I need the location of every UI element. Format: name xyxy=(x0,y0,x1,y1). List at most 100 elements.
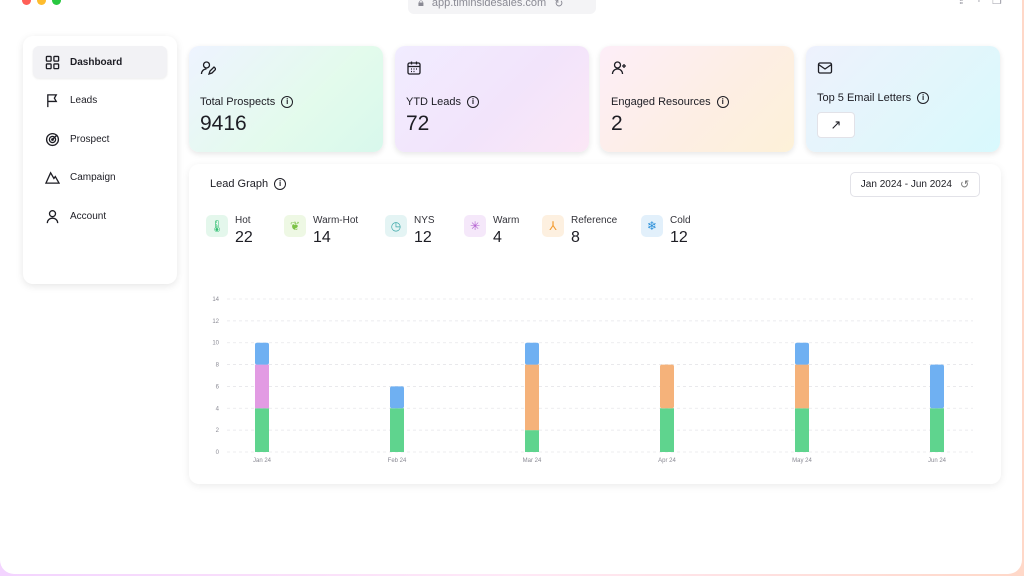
bar-segment[interactable] xyxy=(660,408,674,452)
top-email-letters-card[interactable]: Top 5 Email Letters i ↗ xyxy=(806,46,1000,152)
card-label-row: Top 5 Email Letters i xyxy=(817,92,989,104)
bar-segment[interactable] xyxy=(525,364,539,431)
y-tick-label: 2 xyxy=(216,428,220,434)
stat-warm-hot: ❦ Warm-Hot 14 xyxy=(284,215,358,247)
stat-value: 14 xyxy=(313,229,331,246)
info-icon[interactable]: i xyxy=(917,92,930,104)
card-label: Total Prospects xyxy=(200,96,276,108)
sidebar-item-campaign[interactable]: Campaign xyxy=(33,162,167,194)
card-label: YTD Leads xyxy=(406,96,462,108)
stat-value: 4 xyxy=(493,229,502,246)
calendar-icon xyxy=(407,61,421,75)
card-label-row: Total Prospects i xyxy=(200,96,372,108)
sidebar-item-leads[interactable]: Leads xyxy=(33,85,167,117)
window-controls xyxy=(22,0,61,5)
x-tick-label: Mar 24 xyxy=(523,458,542,464)
maximize-window-button[interactable] xyxy=(52,0,61,5)
browser-actions: ⇪ + ❐ xyxy=(956,0,1002,7)
stat-value: 12 xyxy=(414,229,432,246)
sidebar-item-label: Campaign xyxy=(70,172,116,183)
sidebar-item-dashboard[interactable]: Dashboard xyxy=(33,46,167,78)
y-tick-label: 8 xyxy=(216,363,220,369)
stat-value: 8 xyxy=(571,229,580,246)
card-label: Engaged Resources xyxy=(611,96,711,108)
y-tick-label: 14 xyxy=(212,297,219,303)
new-tab-icon[interactable]: + xyxy=(975,0,983,6)
bar-segment[interactable] xyxy=(795,408,809,452)
bar-segment[interactable] xyxy=(255,342,269,365)
bar-segment[interactable] xyxy=(930,364,944,409)
card-label-row: YTD Leads i xyxy=(406,96,578,108)
card-label: Top 5 Email Letters xyxy=(817,92,912,104)
card-value: 2 xyxy=(611,112,623,135)
y-tick-label: 0 xyxy=(216,450,220,456)
lead-graph-title: Lead Graph xyxy=(210,178,269,190)
lead-graph-title-row: Lead Graph i xyxy=(210,178,287,190)
bar-segment[interactable] xyxy=(390,386,404,409)
ytd-leads-card[interactable]: YTD Leads i 72 xyxy=(395,46,589,152)
info-icon[interactable]: i xyxy=(716,96,729,108)
date-range-picker[interactable]: Jan 2024 - Jun 2024 ↺ xyxy=(850,172,980,197)
reset-icon[interactable]: ↺ xyxy=(959,179,970,191)
user-edit-icon xyxy=(200,61,217,76)
sidebar-item-account[interactable]: Account xyxy=(33,200,167,232)
info-icon[interactable]: i xyxy=(467,96,480,108)
info-icon[interactable]: i xyxy=(274,178,287,190)
bar-segment[interactable] xyxy=(255,364,269,409)
stat-value: 22 xyxy=(235,229,253,246)
clock-icon: ◷ xyxy=(385,215,407,237)
info-icon[interactable]: i xyxy=(281,96,294,108)
leaf-icon: ❦ xyxy=(284,215,306,237)
close-window-button[interactable] xyxy=(22,0,31,5)
thermometer-cold-icon: ❄ xyxy=(641,215,663,237)
stat-hot: 🌡︎ Hot 22 xyxy=(206,215,253,247)
arrow-up-right-icon: ↗ xyxy=(830,117,842,132)
target-icon xyxy=(45,132,60,146)
reload-icon[interactable]: ↻ xyxy=(554,0,564,10)
user-icon xyxy=(46,209,59,223)
bar-segment[interactable] xyxy=(525,342,539,365)
minimize-window-button[interactable] xyxy=(37,0,46,5)
stat-reference: ⅄ Reference 8 xyxy=(542,215,617,247)
stat-name: Warm-Hot xyxy=(313,215,359,226)
y-tick-label: 6 xyxy=(216,384,220,390)
open-email-letters-button[interactable]: ↗ xyxy=(817,112,855,138)
stat-value: 12 xyxy=(670,229,688,246)
engaged-resources-card[interactable]: Engaged Resources i 2 xyxy=(600,46,794,152)
mountain-icon xyxy=(45,171,60,184)
sidebar-item-label: Dashboard xyxy=(70,56,123,68)
share-icon[interactable]: ⇪ xyxy=(956,0,966,7)
stat-name: Warm xyxy=(493,215,520,226)
address-bar[interactable]: 🔒︎ app.timinsidesales.com ↻ xyxy=(408,0,596,14)
bar-segment[interactable] xyxy=(930,408,944,452)
sidebar-item-label: Account xyxy=(70,210,107,222)
url-text: app.timinsidesales.com xyxy=(431,0,547,9)
flag-icon xyxy=(47,94,58,108)
sidebar-item-label: Prospect xyxy=(70,133,110,145)
bar-segment[interactable] xyxy=(660,364,674,409)
date-range-text: Jan 2024 - Jun 2024 xyxy=(860,179,952,190)
mail-icon xyxy=(817,62,833,74)
sidebar-item-prospect[interactable]: Prospect xyxy=(33,123,167,155)
y-tick-label: 10 xyxy=(212,341,219,347)
x-tick-label: Apr 24 xyxy=(658,458,676,464)
x-tick-label: May 24 xyxy=(792,458,812,464)
bar-segment[interactable] xyxy=(390,408,404,452)
stat-name: NYS xyxy=(414,215,435,226)
sidebar-item-label: Leads xyxy=(70,95,98,106)
lead-bar-chart: 0 2 4 6 8 10 12 14 Jan 24 Feb 24 Mar 24 Apr 24 May 2… xyxy=(212,297,973,464)
bar-segment[interactable] xyxy=(525,430,539,452)
tabs-overview-icon[interactable]: ❐ xyxy=(992,0,1002,7)
x-tick-label: Feb 24 xyxy=(388,458,407,464)
card-value: 72 xyxy=(406,112,430,135)
total-prospects-card[interactable]: Total Prospects i 9416 xyxy=(189,46,383,152)
bar-segment[interactable] xyxy=(795,342,809,365)
bar-segment[interactable] xyxy=(255,408,269,452)
lead-graph-panel: Lead Graph i Jan 2024 - Jun 2024 ↺ 🌡︎ Ho… xyxy=(189,164,1001,484)
x-tick-label: Jun 24 xyxy=(928,458,947,464)
bar-segment[interactable] xyxy=(795,364,809,409)
stat-name: Reference xyxy=(571,215,618,226)
stat-name: Hot xyxy=(235,215,251,226)
sidebar: Dashboard Leads Prospect Campaign A xyxy=(23,36,177,284)
